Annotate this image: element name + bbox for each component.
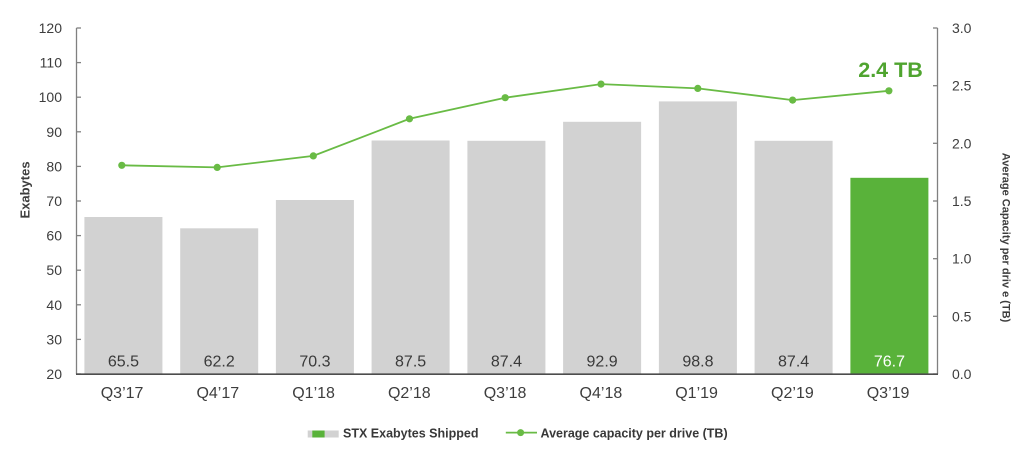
svg-text:100: 100 xyxy=(39,89,63,105)
svg-text:STX Exabytes Shipped: STX Exabytes Shipped xyxy=(343,427,478,441)
svg-text:1.5: 1.5 xyxy=(952,193,972,209)
svg-text:87.5: 87.5 xyxy=(395,354,426,371)
svg-text:3.0: 3.0 xyxy=(952,20,972,36)
svg-text:Q4’18: Q4’18 xyxy=(580,385,623,402)
svg-text:Average capacity per drive (TB: Average capacity per drive (TB) xyxy=(541,427,728,441)
svg-text:40: 40 xyxy=(46,297,62,313)
svg-text:70.3: 70.3 xyxy=(299,354,330,371)
svg-text:65.5: 65.5 xyxy=(108,354,139,371)
svg-text:Average Capacity per driv e (T: Average Capacity per driv e (TB) xyxy=(1000,153,1012,323)
svg-text:76.7: 76.7 xyxy=(874,354,905,371)
svg-text:87.4: 87.4 xyxy=(778,354,809,371)
svg-text:2.0: 2.0 xyxy=(952,135,972,151)
svg-text:Q3’17: Q3’17 xyxy=(101,385,144,402)
svg-text:30: 30 xyxy=(46,331,62,347)
svg-text:20: 20 xyxy=(46,366,62,382)
svg-text:110: 110 xyxy=(40,55,63,71)
svg-text:Q1’18: Q1’18 xyxy=(292,385,335,402)
svg-text:Q4’17: Q4’17 xyxy=(196,385,239,402)
svg-text:1.0: 1.0 xyxy=(952,251,972,267)
svg-text:90: 90 xyxy=(46,124,62,140)
svg-text:62.2: 62.2 xyxy=(204,354,235,371)
svg-text:Exabytes: Exabytes xyxy=(18,161,33,218)
svg-text:Q2’19: Q2’19 xyxy=(771,385,814,402)
svg-text:2.5: 2.5 xyxy=(952,78,972,94)
svg-text:Q3’19: Q3’19 xyxy=(867,385,910,402)
svg-text:80: 80 xyxy=(46,158,62,174)
svg-text:Q1’19: Q1’19 xyxy=(675,385,718,402)
svg-text:2.4 TB: 2.4 TB xyxy=(858,58,923,82)
svg-text:0.5: 0.5 xyxy=(952,308,972,324)
svg-text:98.8: 98.8 xyxy=(682,354,713,371)
svg-text:60: 60 xyxy=(46,228,62,244)
svg-text:92.9: 92.9 xyxy=(587,354,618,371)
svg-text:Q2’18: Q2’18 xyxy=(388,385,431,402)
svg-text:Q3’18: Q3’18 xyxy=(484,385,527,402)
svg-text:0.0: 0.0 xyxy=(952,366,972,382)
svg-text:70: 70 xyxy=(46,193,62,209)
svg-text:120: 120 xyxy=(39,20,63,36)
svg-text:87.4: 87.4 xyxy=(491,354,522,371)
svg-text:50: 50 xyxy=(46,262,62,278)
